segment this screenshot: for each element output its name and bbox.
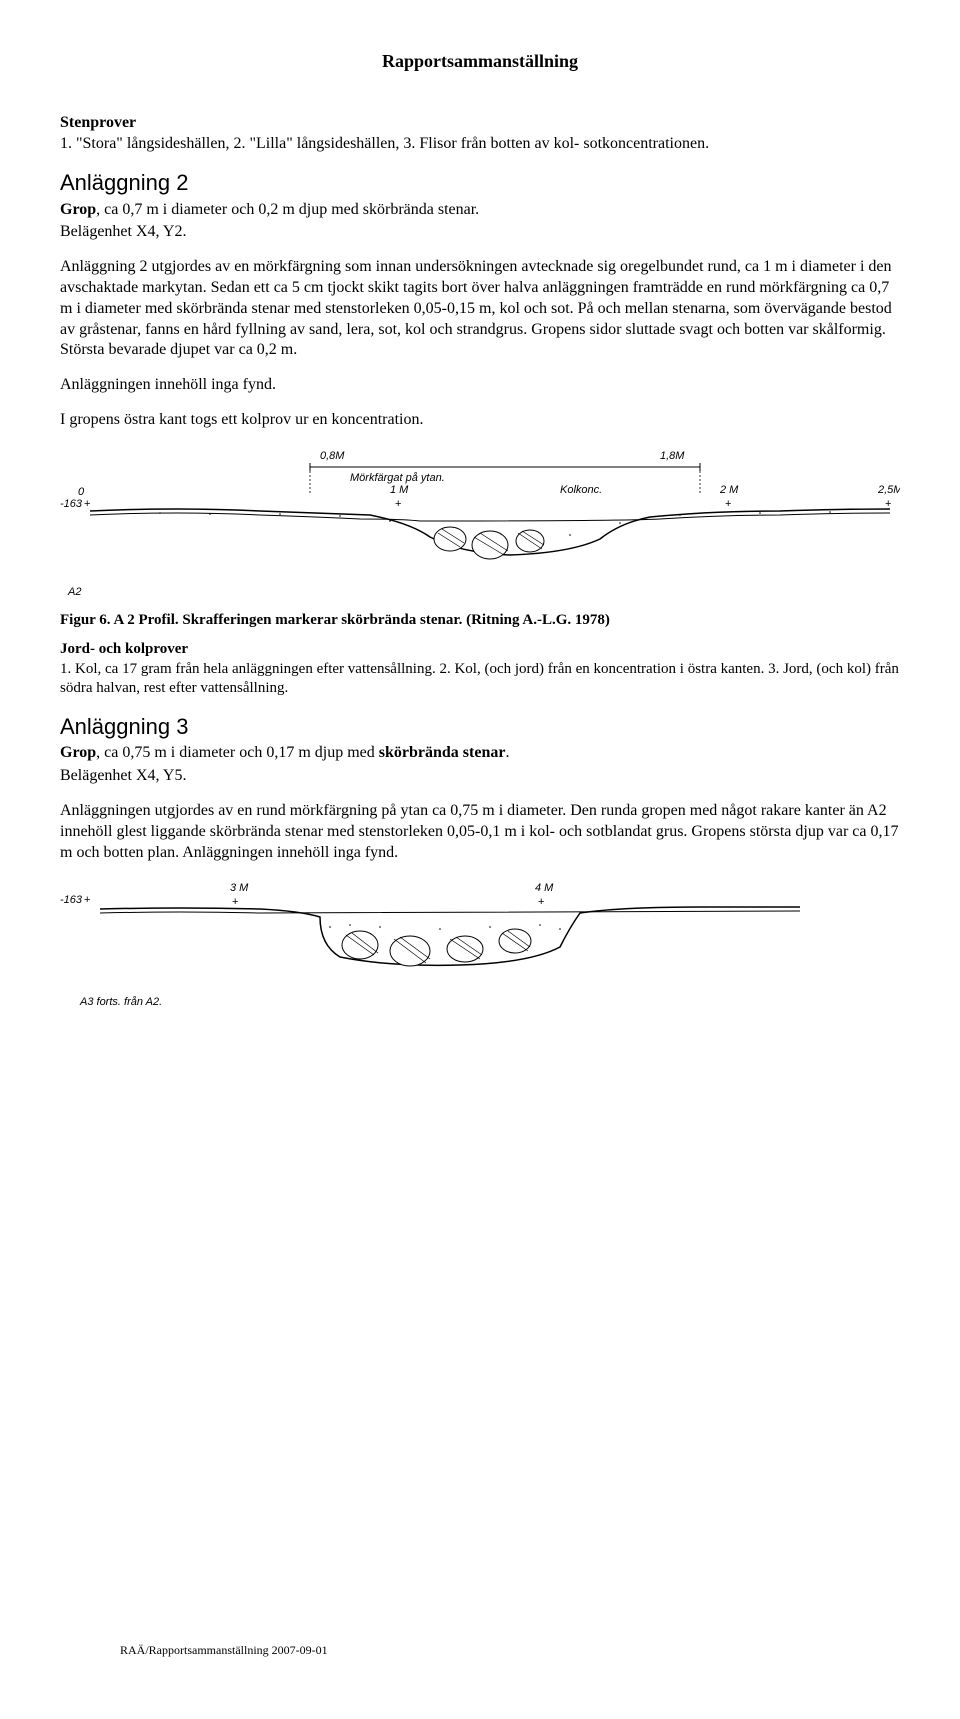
fig6-right: 2,5M [877, 484, 900, 496]
svg-text:+: + [538, 896, 544, 908]
jordkol-body: 1. Kol, ca 17 gram från hela anläggninge… [60, 660, 900, 699]
svg-text:+: + [84, 498, 90, 510]
figure-7: 3 M + 4 M + -163 + A3 forts. från A2. [60, 877, 900, 1017]
svg-text:+: + [725, 498, 731, 510]
anl3-end: . [505, 744, 509, 761]
fig6-left2: -163 [60, 498, 83, 510]
fig7-m3: 3 M [230, 882, 249, 894]
stenprover-heading: Stenprover [60, 114, 136, 131]
anl2-subline: Grop, ca 0,7 m i diameter och 0,2 m djup… [60, 200, 900, 221]
fig6-d18: 1,8M [660, 450, 685, 462]
anl3-subline: Grop, ca 0,75 m i diameter och 0,17 m dj… [60, 743, 900, 764]
fig7-a3: A3 forts. från A2. [79, 996, 162, 1008]
anl3-mid: , ca 0,75 m i diameter och 0,17 m djup m… [96, 744, 379, 761]
fig6-morkfargat: Mörkfärgat på ytan. [350, 472, 445, 484]
anl2-belagenhet: Belägenhet X4, Y2. [60, 222, 900, 243]
fig6-m1: 1 M [390, 484, 409, 496]
fig6-left: 0 [78, 486, 85, 498]
fig7-m4: 4 M [535, 882, 554, 894]
anl3-bold2: skörbrända stenar [379, 744, 506, 761]
anl2-heading: Anläggning 2 [60, 169, 900, 198]
page-footer: RAÄ/Rapportsammanställning 2007-09-01 [120, 1643, 328, 1659]
anl3-grop: Grop [60, 744, 96, 761]
fig6-m2: 2 M [719, 484, 739, 496]
stenprover-text: 1. "Stora" långsideshällen, 2. "Lilla" l… [60, 135, 709, 152]
stenprover-block: Stenprover 1. "Stora" långsideshällen, 2… [60, 113, 900, 155]
anl2-body: Anläggning 2 utgjordes av en mörkfärgnin… [60, 257, 900, 361]
anl3-heading: Anläggning 3 [60, 713, 900, 742]
anl2-nofinds: Anläggningen innehöll inga fynd. [60, 375, 900, 396]
page-header: Rapportsammanställning [60, 50, 900, 73]
anl3-belagenhet: Belägenhet X4, Y5. [60, 766, 900, 787]
fig6-d08: 0,8M [320, 450, 345, 462]
fig6-caption: Figur 6. A 2 Profil. Skrafferingen marke… [60, 611, 900, 631]
fig7-left: -163 [60, 894, 83, 906]
svg-text:+: + [84, 894, 90, 906]
jordkol-heading: Jord- och kolprover [60, 640, 900, 660]
fig6-a2: A2 [67, 586, 81, 598]
figure-6: 0,8M 1,8M Mörkfärgat på ytan. 1 M + Kolk… [60, 445, 900, 605]
svg-text:+: + [232, 896, 238, 908]
anl2-kolprov: I gropens östra kant togs ett kolprov ur… [60, 410, 900, 431]
svg-text:+: + [395, 498, 401, 510]
anl3-body: Anläggningen utgjordes av en rund mörkfä… [60, 801, 900, 863]
anl2-grop: Grop [60, 201, 96, 218]
fig6-kolkonc: Kolkonc. [560, 484, 602, 496]
svg-text:+: + [885, 498, 891, 510]
anl2-grop-rest: , ca 0,7 m i diameter och 0,2 m djup med… [96, 201, 479, 218]
